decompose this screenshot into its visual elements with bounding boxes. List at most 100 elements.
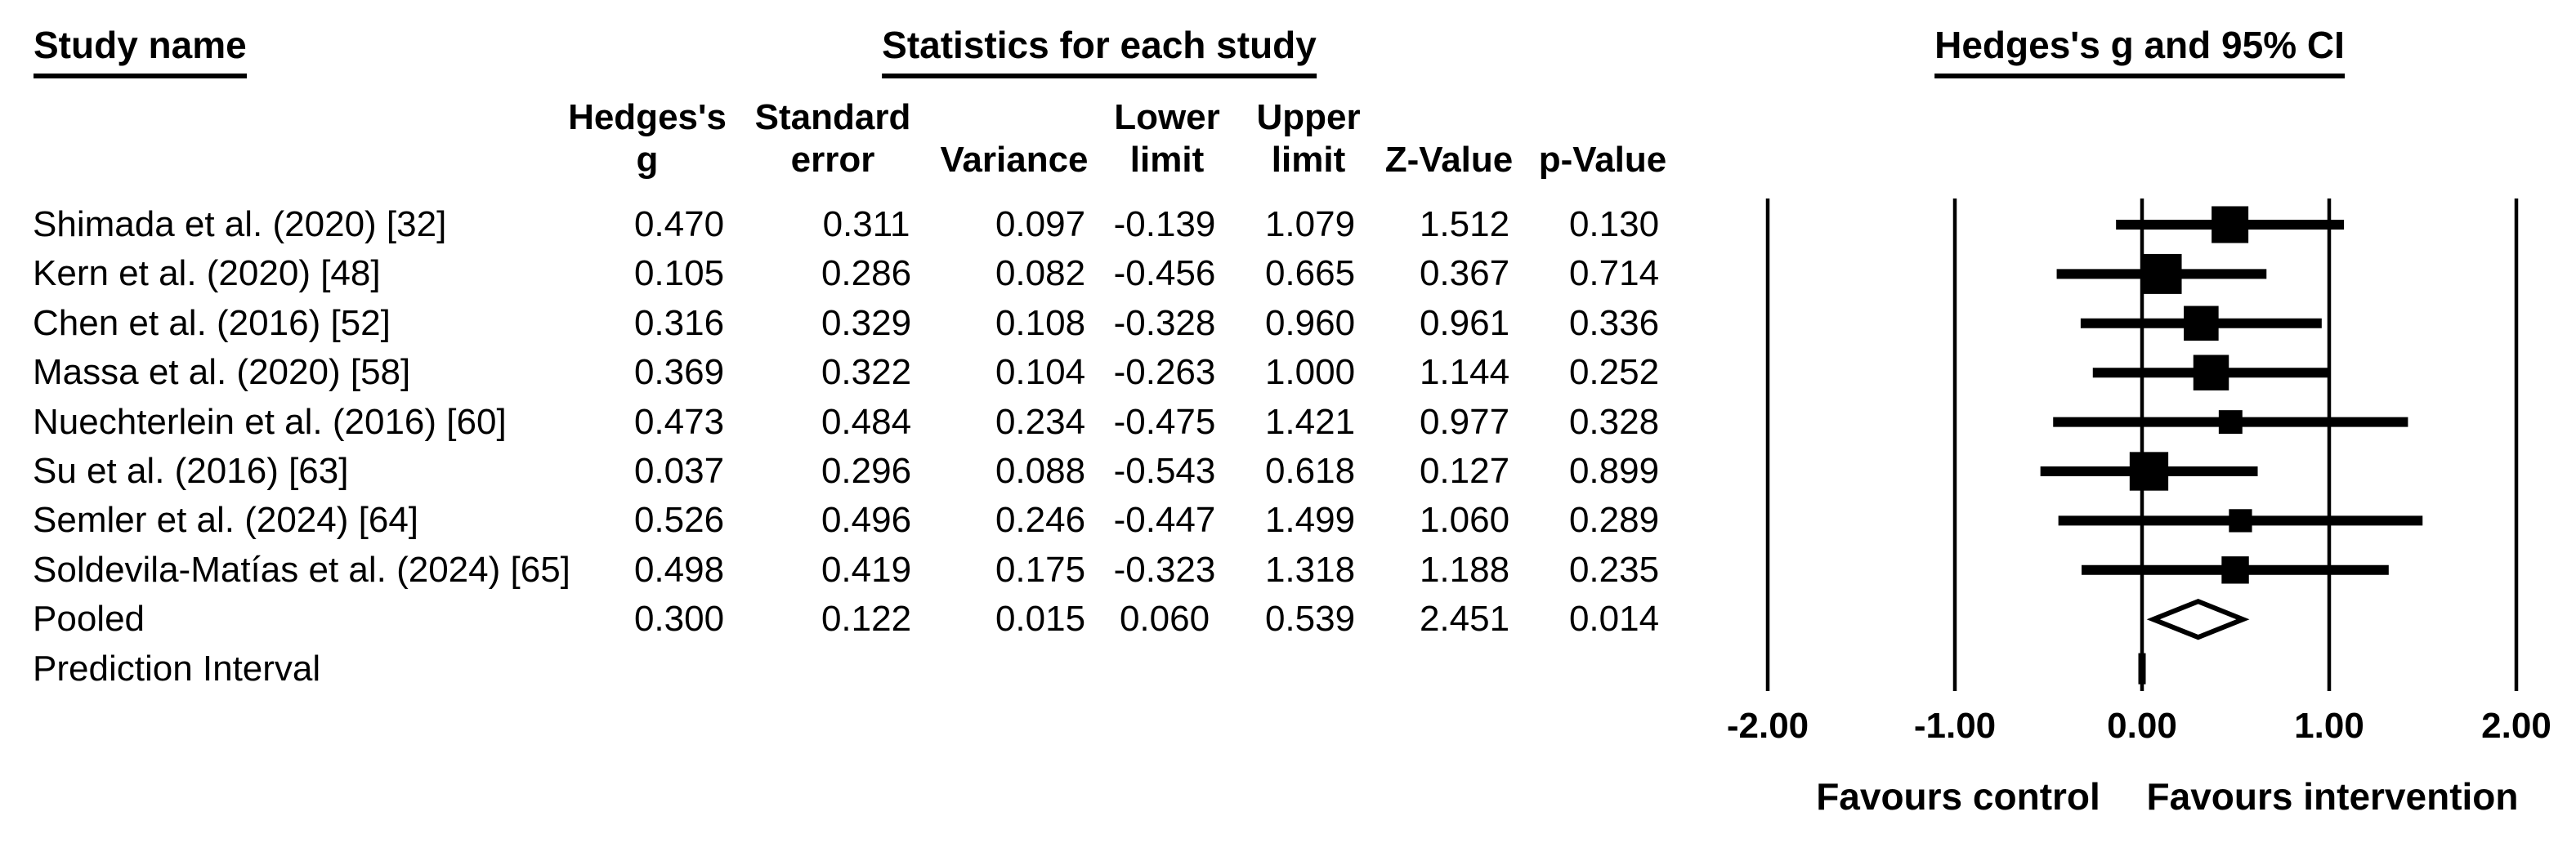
column-header-text: Z-Value <box>1384 140 1514 180</box>
study-name: Pooled <box>33 599 145 640</box>
x-axis-tick-label: 2.00 <box>2481 706 2551 746</box>
stat-value-lower_limit: -0.263 <box>1113 352 1216 393</box>
effect-square <box>2184 306 2219 341</box>
effect-square <box>2229 509 2252 533</box>
column-header-text: Hedges's <box>568 97 727 137</box>
stat-value-z_value: 1.188 <box>1419 549 1510 590</box>
column-header-lower_limit: Lower limit <box>1044 96 1290 181</box>
table-row: Semler et al. (2024) [64] 0.526 0.496 0.246… <box>0 496 2576 545</box>
column-header-text: Standard <box>754 97 911 137</box>
stat-value-lower_limit: -0.139 <box>1113 204 1216 244</box>
stat-value-p_value: 0.714 <box>1568 253 1660 294</box>
stat-value-z_value: 0.961 <box>1419 302 1510 343</box>
table-row: Shimada et al. (2020) [32] 0.470 0.311 0.09… <box>0 200 2576 249</box>
stat-value-lower_limit: -0.543 <box>1113 451 1216 491</box>
table-row: Su et al. (2016) [63] 0.037 0.296 0.088 -0.5… <box>0 447 2576 496</box>
stat-value-standard_error: 0.419 <box>821 549 912 590</box>
table-row: Kern et al. (2020) [48] 0.105 0.286 0.082 -0… <box>0 249 2576 298</box>
stat-value-p_value: 0.899 <box>1568 451 1660 491</box>
stat-value-standard_error: 0.484 <box>821 401 912 442</box>
table-row: Massa et al. (2020) [58] 0.369 0.322 0.104-… <box>0 348 2576 397</box>
stat-value-upper_limit: 0.960 <box>1264 302 1356 343</box>
table-row: Nuechterlein et al. (2016) [60] 0.473 0.48… <box>0 398 2576 447</box>
stat-value-p_value: 0.336 <box>1568 302 1660 343</box>
stat-value-lower_limit: 0.060 <box>1119 599 1210 640</box>
stat-value-variance: 0.104 <box>995 352 1086 393</box>
column-header-text: limit <box>1129 140 1205 180</box>
stat-value-variance: 0.246 <box>995 500 1086 541</box>
x-axis-tick-label: -2.00 <box>1726 706 1809 746</box>
prediction-interval-marker <box>2138 653 2146 685</box>
effect-square <box>2212 206 2249 243</box>
stat-value-z_value: 0.367 <box>1419 253 1510 294</box>
stat-value-variance: 0.108 <box>995 302 1086 343</box>
study-name-column-title: Study name <box>34 25 247 78</box>
stat-value-upper_limit: 1.000 <box>1264 352 1356 393</box>
stat-value-z_value: 0.127 <box>1419 451 1510 491</box>
ci-plot-title: Hedges's g and 95% CI <box>1934 25 2345 78</box>
table-row: Soldevila-Matías et al. (2024) [65] 0.498… <box>0 546 2576 595</box>
stat-value-hedges_g: 0.473 <box>633 401 725 442</box>
effect-square <box>2129 452 2169 491</box>
column-header-z_value: Z-Value <box>1326 96 1572 181</box>
x-axis-tick-label: -1.00 <box>1913 706 1997 746</box>
stat-value-lower_limit: -0.328 <box>1113 302 1216 343</box>
study-name: Kern et al. (2020) [48] <box>33 253 381 294</box>
effect-square <box>2218 410 2243 435</box>
favours-control-label: Favours control <box>1816 775 2100 818</box>
stat-value-p_value: 0.328 <box>1568 401 1660 442</box>
stat-value-lower_limit: -0.475 <box>1113 401 1216 442</box>
stat-value-z_value: 0.977 <box>1419 401 1510 442</box>
column-header-text: p-Value <box>1538 140 1667 180</box>
stat-value-z_value: 1.060 <box>1419 500 1510 541</box>
stat-value-p_value: 0.130 <box>1568 204 1660 244</box>
stat-value-standard_error: 0.286 <box>821 253 912 294</box>
favours-intervention-label: Favours intervention <box>2146 775 2519 818</box>
stat-value-standard_error: 0.122 <box>821 599 912 640</box>
column-header-text: error <box>790 140 875 180</box>
stat-value-standard_error: 0.496 <box>821 500 912 541</box>
study-name: Su et al. (2016) [63] <box>33 451 349 491</box>
study-name: Nuechterlein et al. (2016) [60] <box>33 401 507 442</box>
stat-value-upper_limit: 1.499 <box>1264 500 1356 541</box>
x-axis-tick-label: 0.00 <box>2107 706 2177 746</box>
stat-value-standard_error: 0.329 <box>821 302 912 343</box>
stat-value-hedges_g: 0.498 <box>633 549 725 590</box>
column-header-hedges_g: Hedges's g <box>525 96 770 181</box>
study-name: Soldevila-Matías et al. (2024) [65] <box>33 549 570 590</box>
stat-value-standard_error: 0.296 <box>821 451 912 491</box>
study-name: Shimada et al. (2020) [32] <box>33 204 447 244</box>
column-header-text: Lower <box>1114 97 1220 137</box>
column-header-p_value: p-Value <box>1480 96 1725 181</box>
effect-square <box>2141 253 2182 294</box>
column-header-text: Variance <box>940 140 1089 180</box>
study-name: Chen et al. (2016) [52] <box>33 302 391 343</box>
stat-value-p_value: 0.289 <box>1568 500 1660 541</box>
stat-value-hedges_g: 0.105 <box>633 253 725 294</box>
stat-value-hedges_g: 0.470 <box>633 204 725 244</box>
stat-value-z_value: 2.451 <box>1419 599 1510 640</box>
table-row: Prediction Interval <box>0 645 2576 694</box>
stat-value-variance: 0.088 <box>995 451 1086 491</box>
stat-value-variance: 0.082 <box>995 253 1086 294</box>
stat-value-hedges_g: 0.369 <box>633 352 725 393</box>
stat-value-variance: 0.234 <box>995 401 1086 442</box>
table-row: Chen et al. (2016) [52] 0.316 0.329 0.108 -0… <box>0 299 2576 348</box>
effect-square <box>2193 355 2229 390</box>
column-header-text: Upper <box>1256 97 1361 137</box>
stat-value-upper_limit: 1.318 <box>1264 549 1356 590</box>
statistics-section-title: Statistics for each study <box>882 25 1317 78</box>
stat-value-p_value: 0.235 <box>1568 549 1660 590</box>
effect-square <box>2221 556 2249 584</box>
stat-value-z_value: 1.512 <box>1419 204 1510 244</box>
study-name: Prediction Interval <box>33 648 321 689</box>
stat-value-upper_limit: 1.421 <box>1264 401 1356 442</box>
stat-value-hedges_g: 0.526 <box>633 500 725 541</box>
stat-value-lower_limit: -0.456 <box>1113 253 1216 294</box>
stat-value-upper_limit: 1.079 <box>1264 204 1356 244</box>
stat-value-z_value: 1.144 <box>1419 352 1510 393</box>
study-name: Massa et al. (2020) [58] <box>33 352 411 393</box>
column-header-variance: Variance <box>892 96 1137 181</box>
